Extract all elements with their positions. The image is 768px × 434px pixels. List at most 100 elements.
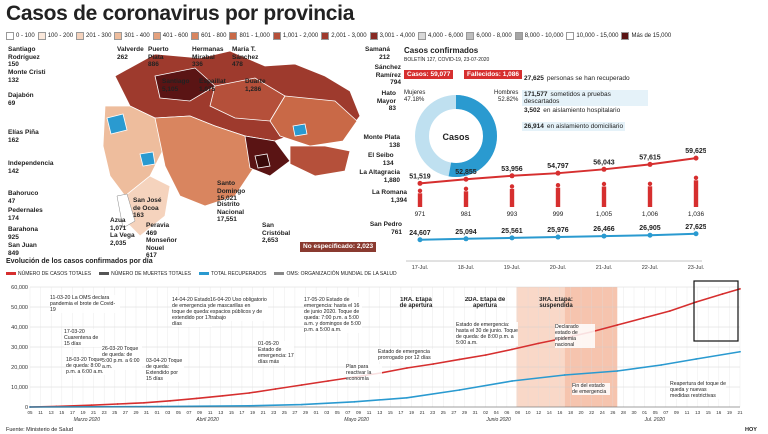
province-name: Dajabón <box>8 92 34 99</box>
fallecidos-figure <box>417 188 423 207</box>
fallecidos-label: 999 <box>553 211 564 218</box>
stat-number: 26,914 <box>524 123 544 130</box>
province-value: 1,286 <box>245 85 262 93</box>
recuperados-value-label: 24,607 <box>409 230 431 237</box>
legend-swatch <box>191 32 200 40</box>
province-label: María T. Sánchez 478 <box>232 46 264 69</box>
province-name: Independencia <box>8 160 54 167</box>
recuperados-evolution-point <box>660 364 663 366</box>
person-icon-body <box>555 187 561 207</box>
evolution-legend-item: OMS: ORGANIZACIÓN MUNDIAL DE LA SALUD <box>274 269 397 278</box>
province-name: Santiago <box>162 78 190 85</box>
x-tick-label: 09 <box>197 410 203 415</box>
recuperados-evolution-point <box>563 374 566 376</box>
casos-point <box>555 170 561 176</box>
legend-range-7: 1,001 - 2,000 <box>272 31 319 41</box>
x-tick-label: 05 <box>27 410 33 415</box>
casos-evolution-point <box>274 388 277 390</box>
legend-line-swatch <box>6 272 16 275</box>
casos-evolution-point <box>721 293 724 295</box>
annotation-a6: 14-04-20 Estado de emergencia y toque de… <box>172 297 212 327</box>
legend-swatch <box>417 32 426 40</box>
recuperados-evolution-point <box>695 358 698 360</box>
recuperados-value-label: 26,905 <box>639 225 661 232</box>
boletin-label: BOLETÍN 127, COVID-19, 23-07-2020 <box>404 57 490 63</box>
annotation-a3: 18-03-20 Toque de queda: 8:00 p.m. a 6:0… <box>66 357 106 375</box>
x-tick-label: 01 <box>155 410 161 415</box>
province-value: 17,551 <box>217 216 237 223</box>
x-tick-label: 25 <box>441 410 447 415</box>
legend-range-4: 401 - 600 <box>152 31 188 41</box>
casos-evolution-point <box>169 399 172 402</box>
province-value: 69 <box>8 99 16 107</box>
recuperados-value-label: 25,094 <box>455 229 477 236</box>
province-value: 262 <box>117 53 128 61</box>
no-especificado-label: No especificado: 2,023 <box>303 243 374 250</box>
annotation-text: 03-04-20 Toque de queda: Extendido por 1… <box>146 358 184 382</box>
evolution-legend: NÚMERO DE CASOS TOTALES NÚMERO DE MUERTES… <box>6 269 606 278</box>
annotation-text: 17-05-20 Estado de emergencia: hasta el … <box>304 297 362 333</box>
x-tick-label: 13 <box>377 410 383 415</box>
casos-evolution-point <box>537 342 540 345</box>
province-value: 132 <box>8 76 19 84</box>
annotation-text: 18-03-20 Toque de queda: 8:00 p.m. a 6:0… <box>66 357 106 375</box>
province-label: Barahona 925 <box>8 226 38 241</box>
fallecidos-label: 1,006 <box>642 211 659 218</box>
province-value: 138 <box>389 141 400 149</box>
casos-evolution-point <box>248 392 251 394</box>
recuperados-value-label: 25,976 <box>547 227 569 234</box>
recuperados-evolution-point <box>248 404 251 407</box>
x-tick-label: 24 <box>600 410 606 415</box>
legend-range-label: 0 - 100 <box>16 33 35 39</box>
person-icon-head <box>555 183 561 188</box>
province-name: San Pedro <box>369 221 402 228</box>
casos-evolution-point <box>195 397 198 400</box>
legend-range-label: 6,000 - 8,000 <box>476 33 512 39</box>
x-tick-label: 15 <box>388 410 394 415</box>
province-name: Samaná <box>365 46 390 53</box>
legend-range-12: 8,000 - 10,000 <box>514 31 563 41</box>
province-name: Puerto Plata <box>148 46 169 61</box>
mujeres-label: Mujeres 47.18% <box>404 90 426 103</box>
x-tick-label: 18 <box>568 410 574 415</box>
province-label: Monte Cristi 132 <box>8 69 46 84</box>
stat-row: 27,625 personas se han recuperado <box>522 74 632 83</box>
person-icon-head <box>693 175 699 180</box>
x-tick-label: 25 <box>112 410 118 415</box>
province-label: La Altagracia 1,880 <box>350 169 400 184</box>
x-tick-label: 22 <box>589 410 595 415</box>
annotation-text: 1RA. Etapa de apertura <box>399 297 433 309</box>
gender-donut: Casos <box>415 95 497 177</box>
province-label: San Cristóbal 2,653 <box>262 222 294 245</box>
x-tick-label: 29 <box>133 410 139 415</box>
province-name: San Cristóbal <box>262 222 291 237</box>
casos-value-label: 54,797 <box>547 163 569 170</box>
fallecidos-figure <box>463 186 469 207</box>
mini-x-tick-label: 19-Jul. <box>504 265 521 271</box>
y-tick-label: 0 <box>25 405 28 411</box>
legend-range-1: 100 - 200 <box>37 31 73 41</box>
x-tick-label: 07 <box>345 410 351 415</box>
province-name: Distrito Nacional <box>217 201 245 216</box>
province-name: San José de Ocoa <box>133 197 162 212</box>
x-tick-label: 05 <box>335 410 341 415</box>
legend-swatch <box>369 32 378 40</box>
province-label: Santiago Rodríguez 150 <box>8 46 63 69</box>
x-month-label: Marzo 2020 <box>74 417 101 423</box>
y-tick-label: 20,000 <box>11 365 28 371</box>
annotation-text: Declarado estado de epidemia nacional <box>555 324 595 348</box>
legend-range-label: 1,001 - 2,000 <box>282 33 319 39</box>
province-value: 1,394 <box>390 196 408 204</box>
casos-evolution-point <box>458 358 461 361</box>
province-label: San José de Ocoa 163 <box>133 197 163 220</box>
x-tick-label: 13 <box>49 410 55 415</box>
province-value: 47 <box>8 197 16 205</box>
stat-number: 27,625 <box>524 75 544 82</box>
fallecidos-count-badge: Fallecidos: 1,086 <box>464 70 523 79</box>
annotation-text: Plan para reactivar la economía <box>346 364 382 382</box>
province-label: Samaná 212 <box>365 46 390 61</box>
annotation-a4: 26-03-20 Toque de queda: de 5:00 p.m. a … <box>102 346 142 370</box>
province-name: La Romana <box>372 189 408 196</box>
x-tick-label: 01 <box>642 410 648 415</box>
province-map <box>102 50 361 237</box>
